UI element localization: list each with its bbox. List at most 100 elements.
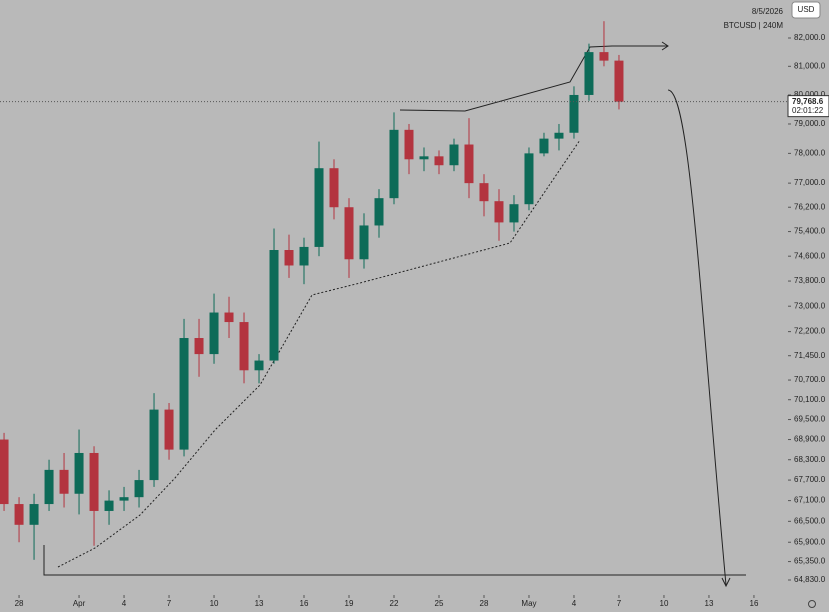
candle-body (569, 94, 579, 133)
candle-body (389, 129, 399, 199)
candle-body (524, 153, 534, 205)
candle-body (119, 497, 129, 501)
y-tick-label: 68,300.0 (794, 455, 826, 464)
last-price-label: 79,768.6 (792, 97, 824, 106)
candle-body (539, 138, 549, 154)
y-tick-label: 70,100.0 (794, 395, 826, 404)
x-tick-label: May (521, 599, 536, 608)
x-tick-label: 10 (660, 599, 669, 608)
candle-body (404, 129, 414, 160)
candle-body (149, 409, 159, 481)
y-tick-label: 70,700.0 (794, 375, 826, 384)
y-tick-label: 69,500.0 (794, 415, 826, 424)
x-tick-label: 22 (390, 599, 399, 608)
y-tick-label: 65,900.0 (794, 537, 826, 546)
candle-body (419, 156, 429, 160)
y-tick-label: 67,100.0 (794, 496, 826, 505)
candle-body (284, 250, 294, 266)
x-tick-label: 10 (210, 599, 219, 608)
x-tick-label: 4 (122, 599, 127, 608)
candle-body (134, 480, 144, 498)
y-tick-label: 66,500.0 (794, 516, 826, 525)
y-tick-label: 71,450.0 (794, 351, 826, 360)
projection-curve (667, 89, 727, 586)
support-trendline (57, 139, 581, 568)
x-tick-label: 13 (255, 599, 264, 608)
candle-body (359, 225, 369, 260)
x-tick-label: Apr (73, 599, 86, 608)
target-line (43, 545, 746, 576)
candle-body (194, 338, 204, 355)
y-tick-label: 82,000.0 (794, 33, 826, 42)
y-tick-label: 68,900.0 (794, 435, 826, 444)
x-tick-label: 19 (345, 599, 354, 608)
top-right-info: USD 8/5/2026 BTCUSD | 240M (724, 1, 821, 30)
y-tick-label: 80,000.0 (794, 90, 826, 99)
candle-body (584, 52, 594, 95)
x-tick-label: 7 (167, 599, 172, 608)
candle-body (89, 452, 99, 511)
y-tick-label: 78,000.0 (794, 148, 826, 157)
x-tick-label: 4 (572, 599, 577, 608)
y-tick-label: 73,000.0 (794, 301, 826, 310)
last-price-box (787, 95, 829, 118)
x-tick-label: 13 (705, 599, 714, 608)
x-tick-label: 28 (15, 599, 24, 608)
candle-body (59, 469, 69, 494)
candle-body (209, 312, 219, 355)
currency[interactable]: USD (798, 5, 815, 14)
candle-body (224, 312, 234, 323)
candle-body (239, 322, 249, 371)
candle-body (434, 156, 444, 166)
candle-body (329, 168, 339, 208)
candle-body (479, 183, 489, 202)
x-tick-label: 7 (617, 599, 622, 608)
y-tick-label: 79,000.0 (794, 119, 826, 128)
candle-body (464, 144, 474, 184)
candle-body (614, 60, 624, 102)
candle-body (554, 132, 564, 139)
candle-body (449, 144, 459, 166)
y-tick-label: 65,350.0 (794, 557, 826, 566)
candle-body (0, 439, 9, 505)
x-tick-label: 16 (750, 599, 759, 608)
y-tick-label: 74,600.0 (794, 251, 826, 260)
resistance-line (399, 45, 668, 112)
date: 8/5/2026 (752, 7, 784, 16)
candle-body (344, 207, 354, 260)
y-tick-label: 72,200.0 (794, 327, 826, 336)
candle-body (494, 201, 504, 223)
candle-body (14, 504, 24, 525)
arrow-head (721, 577, 731, 588)
candle-body (164, 409, 174, 450)
countdown: 02:01:22 (792, 106, 824, 115)
candle-body (179, 338, 189, 450)
y-tick-label: 75,400.0 (794, 227, 826, 236)
candle-body (509, 204, 519, 223)
candle-body (74, 452, 84, 494)
y-tick-label: 73,800.0 (794, 276, 826, 285)
y-tick-label: 67,700.0 (794, 475, 826, 484)
drawings (43, 41, 746, 588)
y-tick-label: 64,830.0 (794, 575, 826, 584)
y-tick-label: 77,000.0 (794, 178, 826, 187)
x-tick-label: 25 (435, 599, 444, 608)
candle-body (269, 250, 279, 361)
candle-body (374, 198, 384, 226)
currency-button[interactable] (791, 1, 821, 19)
candle-body (104, 500, 114, 511)
settings-icon[interactable] (808, 600, 816, 608)
x-tick-label: 28 (480, 599, 489, 608)
candle-body (254, 360, 264, 371)
x-tick-label: 16 (300, 599, 309, 608)
y-tick-label: 81,000.0 (794, 61, 826, 70)
candle-body (29, 504, 39, 525)
candle-body (299, 246, 309, 266)
arrow-head (661, 41, 669, 51)
candle-body (314, 168, 324, 247)
symbol: BTCUSD | 240M (724, 21, 784, 30)
candle-body (599, 52, 609, 61)
y-tick-label: 76,200.0 (794, 202, 826, 211)
